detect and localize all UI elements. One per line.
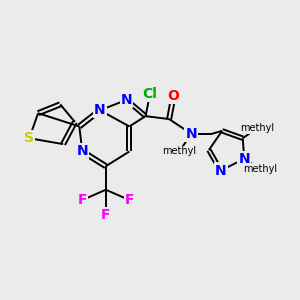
Text: methyl: methyl [243,164,278,174]
Text: N: N [121,93,132,107]
Text: N: N [238,152,250,166]
Text: N: N [215,164,226,178]
Text: N: N [76,145,88,158]
Text: F: F [77,193,87,207]
Text: methyl: methyl [240,123,274,133]
Text: O: O [168,88,179,103]
Text: methyl: methyl [162,146,196,157]
Text: Cl: Cl [142,87,158,101]
Text: F: F [124,193,134,207]
Text: N: N [185,127,197,141]
Text: S: S [24,131,34,145]
Text: F: F [101,208,111,222]
Text: N: N [94,103,106,117]
